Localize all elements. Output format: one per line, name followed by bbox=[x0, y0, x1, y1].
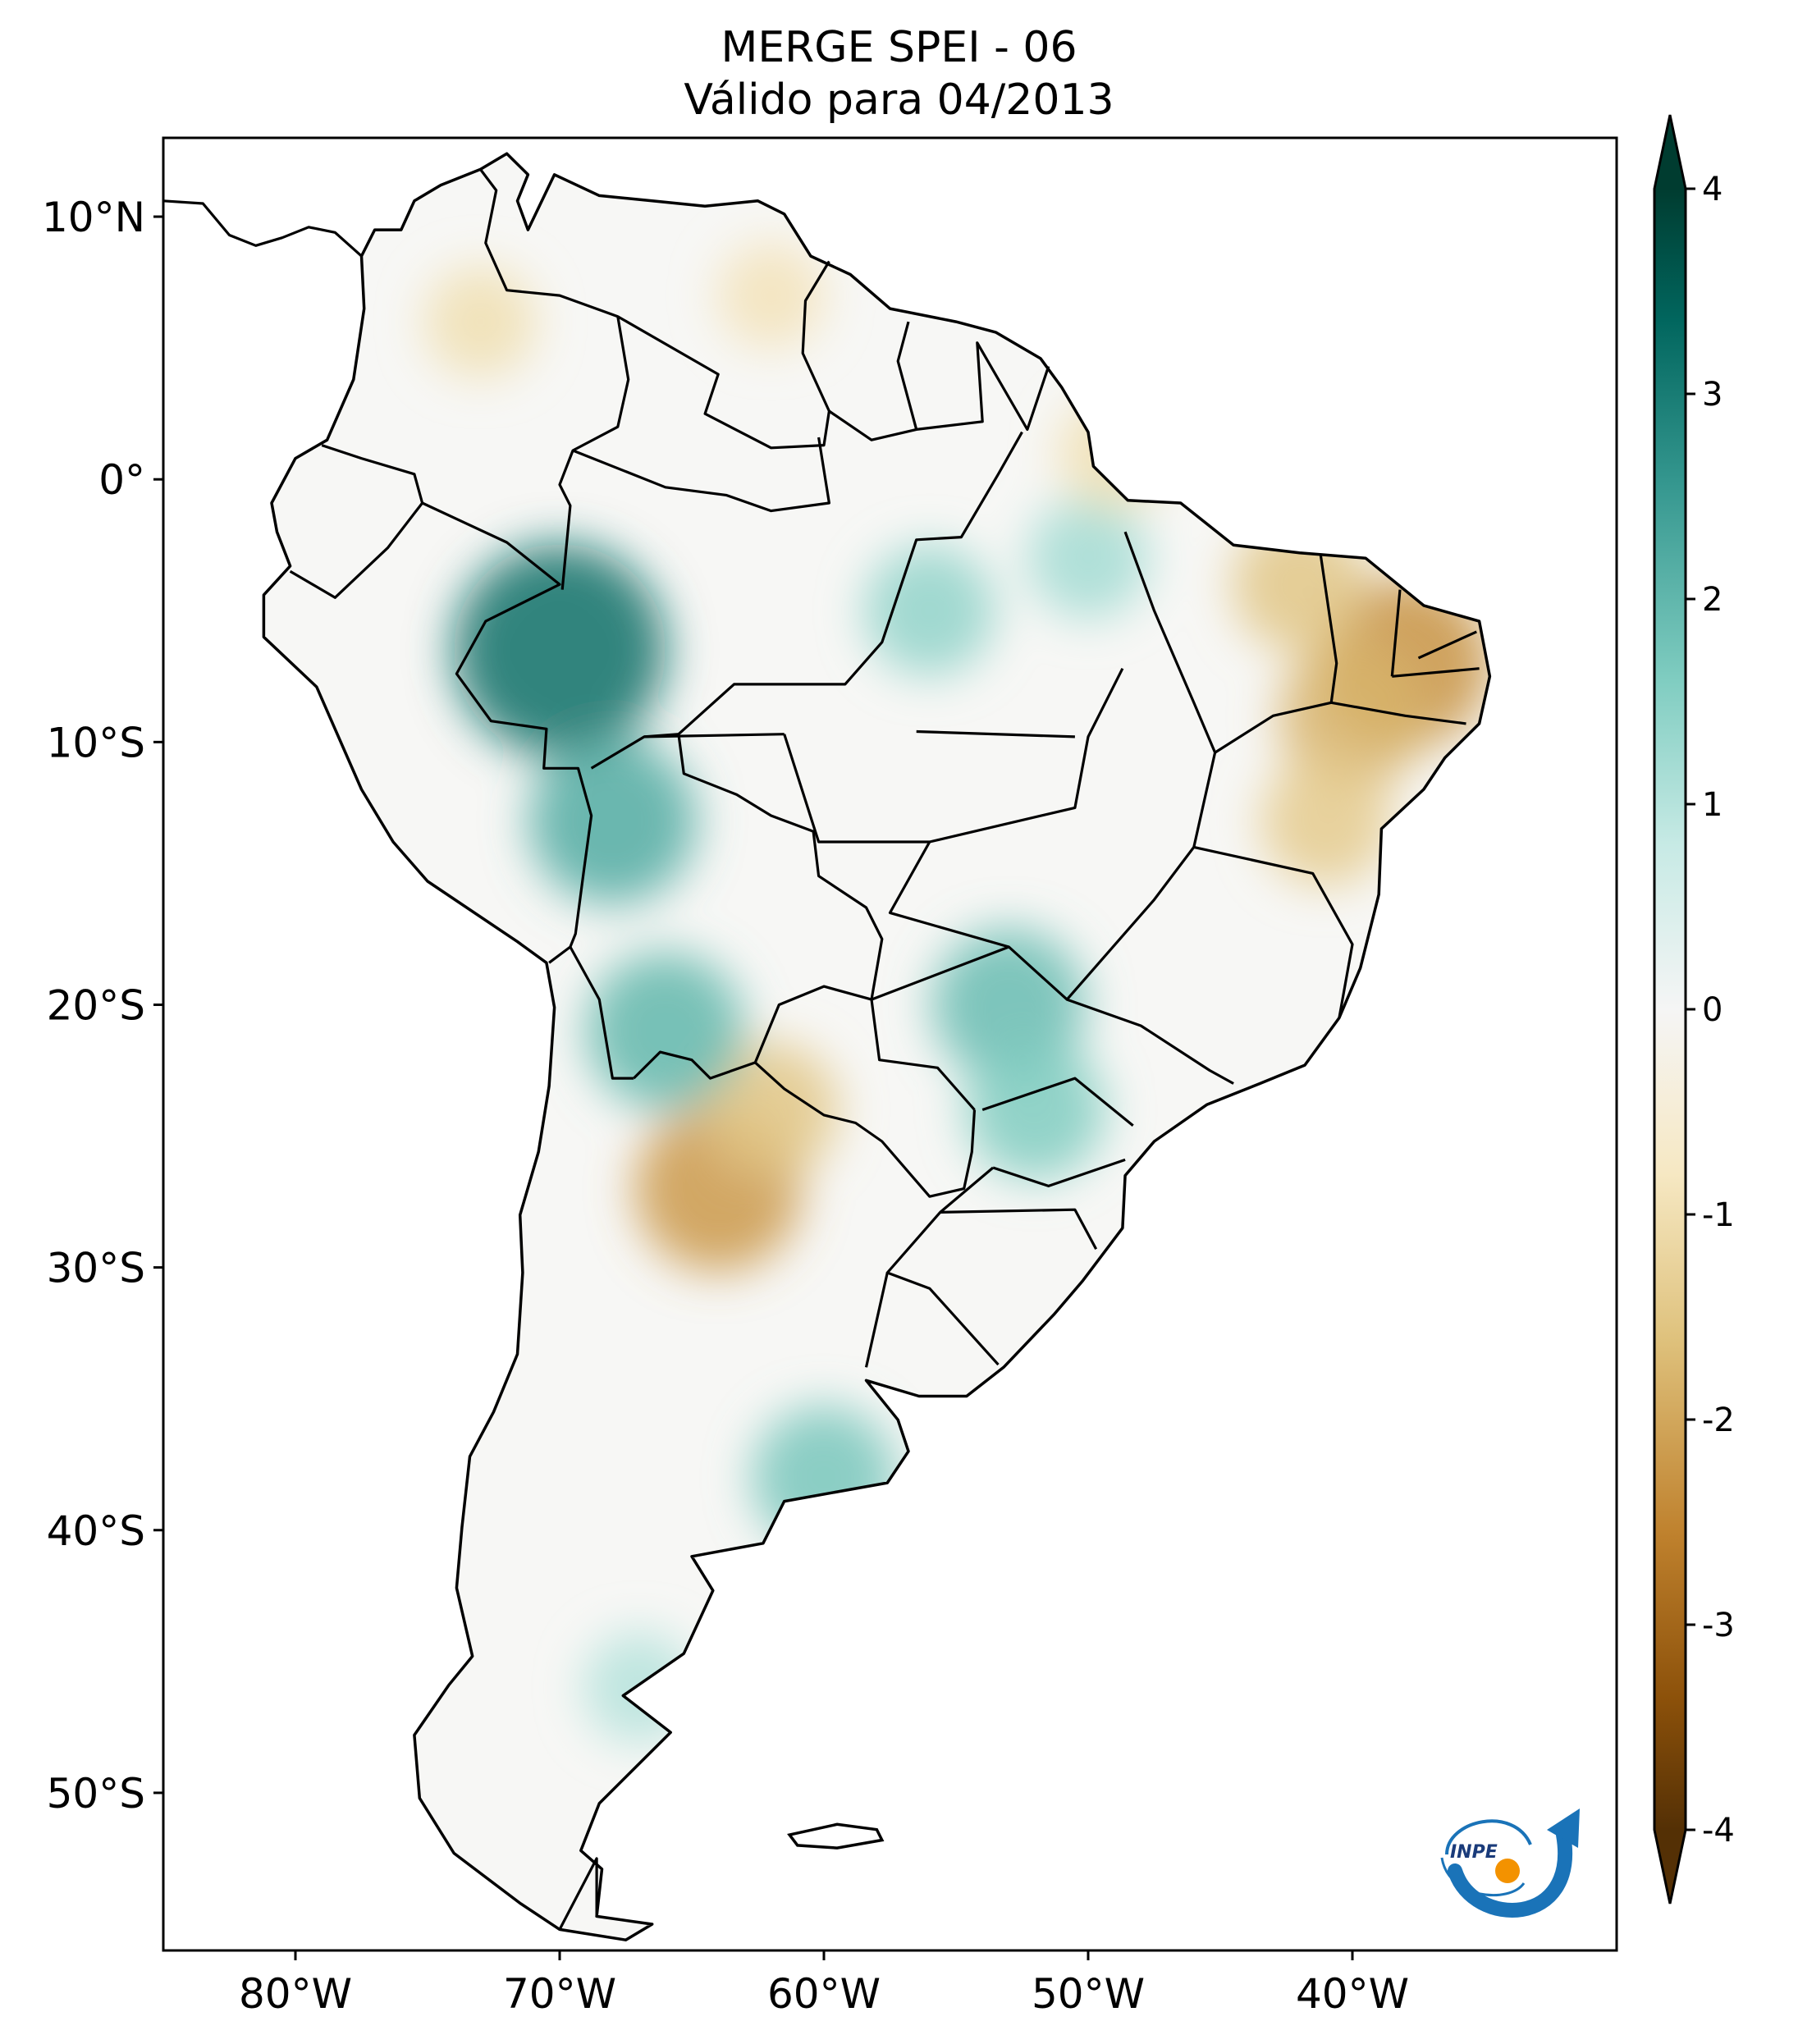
border-line bbox=[870, 999, 976, 1111]
map-title-line1: MERGE SPEI - 06 bbox=[721, 23, 1077, 72]
border-line bbox=[864, 1272, 889, 1368]
lat-tick-label: 20°S bbox=[47, 981, 145, 1029]
map-frame bbox=[162, 136, 1618, 1952]
border-line bbox=[572, 437, 830, 513]
colorbar-tick-label: -2 bbox=[1702, 1402, 1735, 1439]
border-line bbox=[940, 1208, 1098, 1250]
spei-anomaly-blob bbox=[864, 546, 995, 676]
lon-tick-label: 70°W bbox=[503, 1970, 616, 2018]
border-line bbox=[888, 841, 1009, 949]
central-america-coast bbox=[163, 199, 363, 258]
colorbar-tick-label: -1 bbox=[1702, 1196, 1735, 1234]
lat-tick-label: 50°S bbox=[47, 1770, 145, 1818]
colorbar-tick-label: 4 bbox=[1702, 171, 1723, 208]
border-line bbox=[558, 1857, 598, 1931]
colorbar-tick-label: 2 bbox=[1702, 581, 1723, 619]
coastline bbox=[262, 152, 1492, 1941]
inpe-logo-text: INPE bbox=[1450, 1842, 1498, 1863]
border-line bbox=[677, 431, 1023, 735]
border-line bbox=[569, 946, 634, 1080]
lat-tick-label: 10°S bbox=[47, 719, 145, 766]
colorbar-tick-label: 0 bbox=[1702, 991, 1723, 1029]
spei-anomaly-blob bbox=[1260, 756, 1392, 886]
border-line bbox=[479, 168, 630, 590]
border-line bbox=[871, 945, 1234, 1085]
colorbar-tick-label: 3 bbox=[1702, 376, 1723, 414]
colorbar-ticks: 4 3 2 1 0 -1 -2 -3 -4 bbox=[1686, 171, 1735, 1850]
lon-tick-label: 80°W bbox=[239, 1970, 352, 2018]
colorbar-tick-label: 1 bbox=[1702, 786, 1723, 824]
border-line bbox=[896, 321, 918, 430]
lon-tick-label: 60°W bbox=[767, 1970, 881, 2018]
border-line bbox=[783, 667, 1124, 844]
border-line bbox=[1193, 845, 1354, 1018]
map-area bbox=[163, 138, 1617, 1950]
lat-tick-label: 10°N bbox=[42, 194, 145, 241]
lon-tick-label: 50°W bbox=[1032, 1970, 1145, 2018]
lat-tick-label: 0° bbox=[98, 456, 145, 504]
border-line bbox=[992, 1158, 1126, 1187]
colorbar-tick-label: -4 bbox=[1702, 1812, 1735, 1850]
falkland-islands bbox=[787, 1822, 885, 1850]
border-line bbox=[916, 729, 1075, 738]
country-borders bbox=[163, 168, 1480, 1931]
lat-tick-label: 30°S bbox=[47, 1245, 145, 1292]
lat-tick-label: 40°S bbox=[47, 1507, 145, 1555]
border-line bbox=[1319, 555, 1338, 703]
spei-anomaly-blob bbox=[965, 1040, 1105, 1180]
latitude-axis: 10°N 0° 10°S 20°S 30°S 40°S 50°S bbox=[42, 194, 163, 1818]
colorbar-bar bbox=[1653, 114, 1687, 1905]
map-title-line2: Válido para 04/2013 bbox=[684, 75, 1114, 125]
spei-anomaly-blob bbox=[586, 952, 744, 1110]
spei-anomaly-blob bbox=[424, 266, 537, 378]
spei-anomaly-blob bbox=[453, 543, 666, 757]
border-line bbox=[421, 501, 593, 964]
lon-tick-label: 40°W bbox=[1296, 1970, 1409, 2018]
border-line bbox=[754, 1061, 977, 1198]
spei-anomaly-blob bbox=[717, 241, 825, 350]
longitude-axis: 80°W 70°W 60°W 50°W 40°W bbox=[239, 1950, 1409, 2018]
border-line bbox=[981, 1077, 1134, 1127]
border-line bbox=[1417, 630, 1477, 660]
border-line bbox=[1392, 667, 1480, 678]
border-line bbox=[643, 733, 785, 738]
colorbar-tick-label: -3 bbox=[1702, 1607, 1735, 1644]
inpe-logo: INPE bbox=[1440, 1809, 1580, 1918]
colorbar: 4 3 2 1 0 -1 -2 -3 -4 bbox=[1653, 114, 1735, 1905]
spei-anomaly-blob bbox=[1027, 497, 1149, 619]
border-line bbox=[828, 341, 1050, 441]
border-line bbox=[1390, 589, 1402, 677]
border-line bbox=[590, 733, 884, 1080]
spei-anomaly-blob bbox=[703, 1042, 839, 1177]
spei-anomaly-blob bbox=[528, 737, 697, 904]
border-line bbox=[617, 260, 830, 450]
spei-anomaly-blob bbox=[1278, 641, 1427, 790]
